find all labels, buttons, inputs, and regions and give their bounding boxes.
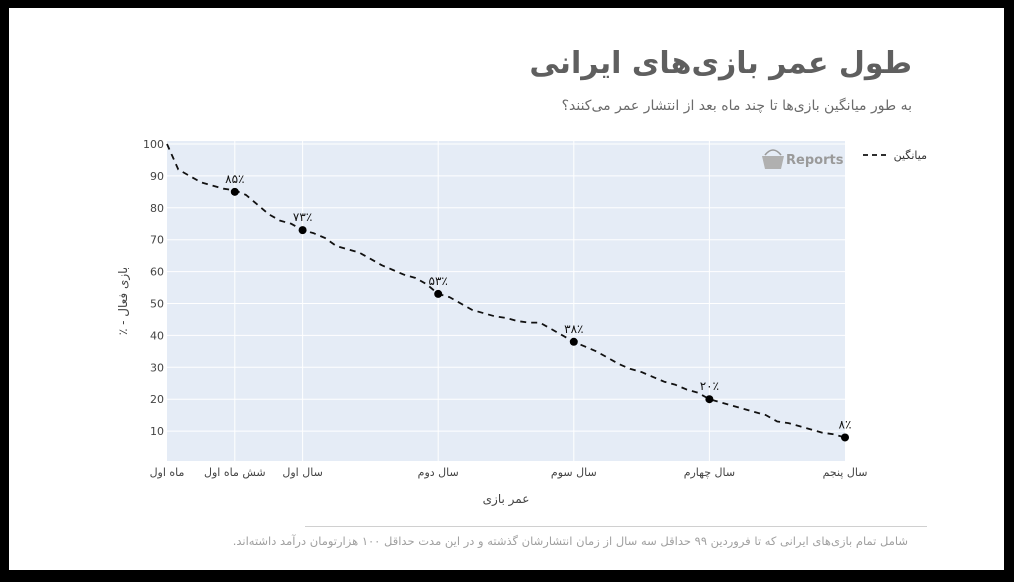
data-label: ۸۵٪ — [225, 172, 244, 186]
footnote-divider — [305, 526, 927, 527]
y-tick-label: 20 — [150, 393, 164, 406]
data-point[interactable] — [230, 187, 239, 196]
x-tick-label: سال سوم — [551, 466, 597, 479]
watermark-text: Reports — [786, 153, 844, 168]
data-point[interactable] — [434, 289, 443, 298]
data-label: ۲۰٪ — [700, 379, 719, 393]
y-tick-label: 40 — [150, 329, 164, 342]
watermark: Reports — [762, 149, 844, 169]
y-tick-label: 70 — [150, 234, 164, 247]
plot-area — [167, 141, 845, 461]
series-line-average — [166, 143, 846, 439]
y-tick-label: 60 — [150, 266, 164, 279]
x-tick-label: سال چهارم — [684, 466, 735, 479]
y-gridlines — [167, 143, 845, 432]
legend[interactable]: میانگین — [863, 149, 927, 162]
marker-layer: ۸۵٪ ۷۳٪ ۵۳٪ ۳۸٪ ۲۰٪ ۸٪ — [225, 172, 851, 442]
data-point[interactable] — [841, 433, 849, 442]
y-tick-label: 50 — [150, 298, 164, 311]
series-layer — [166, 143, 846, 439]
y-tick-label: 30 — [150, 361, 164, 374]
data-point[interactable] — [705, 395, 714, 404]
y-tick-label: 90 — [150, 170, 164, 183]
y-tick-label: 80 — [150, 202, 164, 215]
data-label: ۳۸٪ — [564, 322, 583, 336]
chart-title: طول عمر بازی‌های ایرانی — [529, 46, 912, 81]
x-tick-label: سال دوم — [418, 466, 459, 479]
legend-item-label: میانگین — [894, 149, 928, 162]
data-label: ۷۳٪ — [293, 210, 312, 224]
x-tick-label: شش ماه اول — [204, 466, 266, 479]
data-label: ۵۳٪ — [429, 274, 448, 288]
footnote: شامل تمام بازی‌های ایرانی که تا فروردین … — [232, 534, 908, 548]
x-tick-label: ماه اول — [150, 466, 185, 479]
y-axis-ticks: 10 20 30 40 50 60 70 80 90 100 — [143, 138, 164, 438]
x-axis-title: عمر بازی — [483, 492, 530, 507]
data-point[interactable] — [298, 226, 307, 235]
data-point[interactable] — [569, 337, 578, 346]
x-tick-label: سال پنجم — [823, 466, 868, 479]
y-tick-label: 100 — [143, 138, 164, 151]
y-axis-title: ٪ - بازی فعال — [116, 267, 131, 335]
basket-logo-icon — [762, 149, 784, 169]
x-tick-label: سال اول — [282, 466, 322, 479]
x-axis-ticks: ماه اول شش ماه اول سال اول سال دوم سال سوم سا… — [150, 466, 868, 479]
chart-subtitle: به طور میانگین بازی‌ها تا چند ماه بعد از… — [561, 98, 912, 114]
y-tick-label: 10 — [150, 425, 164, 438]
data-label: ۸٪ — [839, 417, 852, 431]
